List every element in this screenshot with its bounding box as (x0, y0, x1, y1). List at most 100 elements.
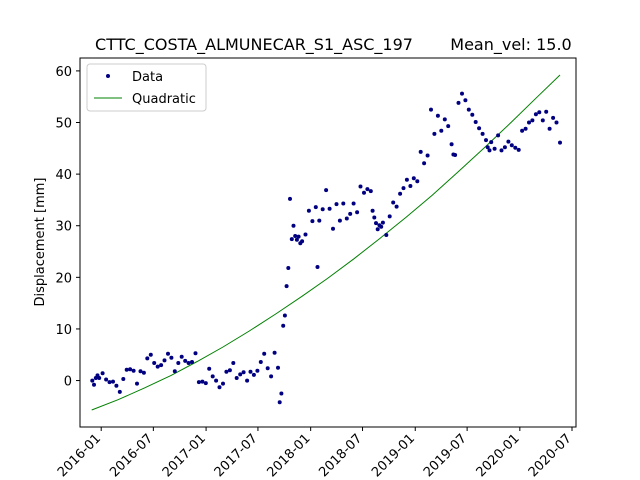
data-point (334, 202, 339, 207)
data-point (166, 351, 170, 356)
data-point (341, 201, 346, 206)
data-point (245, 378, 250, 383)
data-point (210, 374, 215, 379)
chart-subtitle: Mean_vel: 15.0 (450, 35, 571, 55)
data-point (540, 118, 545, 123)
data-point (155, 364, 160, 369)
data-point (313, 205, 318, 210)
data-point (435, 113, 440, 118)
data-point (408, 184, 413, 188)
data-point (193, 351, 198, 356)
data-point (337, 218, 342, 223)
data-point (401, 186, 406, 191)
data-point (372, 215, 377, 220)
data-point (141, 370, 146, 375)
data-point (138, 369, 143, 374)
data-point (398, 191, 403, 196)
data-point (391, 200, 396, 205)
data-point (394, 204, 399, 209)
data-point (425, 153, 430, 158)
data-point (289, 237, 294, 242)
data-point (489, 140, 494, 145)
data-point (506, 139, 511, 144)
data-point (303, 232, 308, 237)
data-point (460, 91, 464, 96)
data-point (288, 196, 292, 201)
data-point (104, 377, 109, 382)
y-tick-label: 0 (64, 375, 72, 390)
data-point (172, 369, 177, 374)
data-point (368, 189, 373, 194)
data-point (121, 377, 126, 381)
data-point (317, 218, 322, 223)
data-point (281, 323, 286, 328)
plot-frame (79, 57, 577, 428)
data-point (380, 220, 385, 225)
data-point (432, 131, 437, 136)
legend-box (86, 63, 207, 112)
data-point (370, 208, 375, 213)
data-point (463, 98, 468, 103)
data-point (362, 190, 366, 195)
y-tick-label: 40 (55, 168, 72, 183)
data-point (502, 145, 507, 150)
data-point (480, 131, 485, 136)
data-point (470, 112, 475, 117)
data-point (344, 216, 349, 221)
data-point (190, 360, 194, 364)
data-point (231, 361, 236, 365)
data-point (358, 184, 363, 189)
data-point (422, 161, 427, 166)
data-point (179, 354, 184, 359)
data-point (355, 210, 360, 215)
data-point (248, 369, 253, 374)
data-point (162, 358, 167, 363)
data-point (509, 143, 514, 148)
data-point (365, 187, 370, 192)
y-axis-label: Displacement [mm] (33, 178, 48, 307)
data-point (107, 380, 112, 385)
legend-data-marker (106, 74, 110, 78)
data-point (265, 366, 270, 371)
legend: Data Quadratic (86, 63, 207, 112)
plot-area (90, 74, 562, 411)
data-point (442, 117, 447, 122)
data-point (135, 381, 139, 386)
data-point (384, 233, 389, 237)
data-point (276, 365, 280, 370)
data-point (272, 350, 277, 355)
data-point (258, 360, 263, 364)
y-tick-label: 20 (55, 271, 72, 286)
data-point (111, 379, 115, 384)
data-point (533, 112, 538, 117)
data-point (415, 179, 420, 184)
data-point (227, 368, 232, 373)
data-point (217, 385, 222, 390)
data-point (207, 366, 212, 371)
data-point (114, 383, 119, 388)
data-point (348, 211, 353, 216)
data-point (145, 356, 150, 361)
data-point (537, 110, 542, 115)
data-point (152, 361, 157, 365)
data-point (286, 266, 291, 270)
data-point (293, 234, 298, 238)
data-point (477, 126, 482, 131)
data-point (92, 382, 96, 387)
data-point (128, 367, 133, 372)
data-point (324, 188, 329, 193)
data-point (169, 355, 174, 360)
data-point (221, 381, 225, 386)
data-point (473, 120, 478, 124)
data-point (117, 389, 122, 394)
data-point (547, 126, 552, 131)
data-point (558, 140, 562, 145)
data-point (527, 120, 531, 125)
data-point (294, 237, 299, 242)
data-point (327, 206, 332, 211)
data-point (300, 239, 305, 244)
data-point (544, 109, 549, 114)
data-point (449, 142, 454, 147)
legend-label-data: Data (132, 70, 163, 85)
data-point (131, 368, 136, 373)
